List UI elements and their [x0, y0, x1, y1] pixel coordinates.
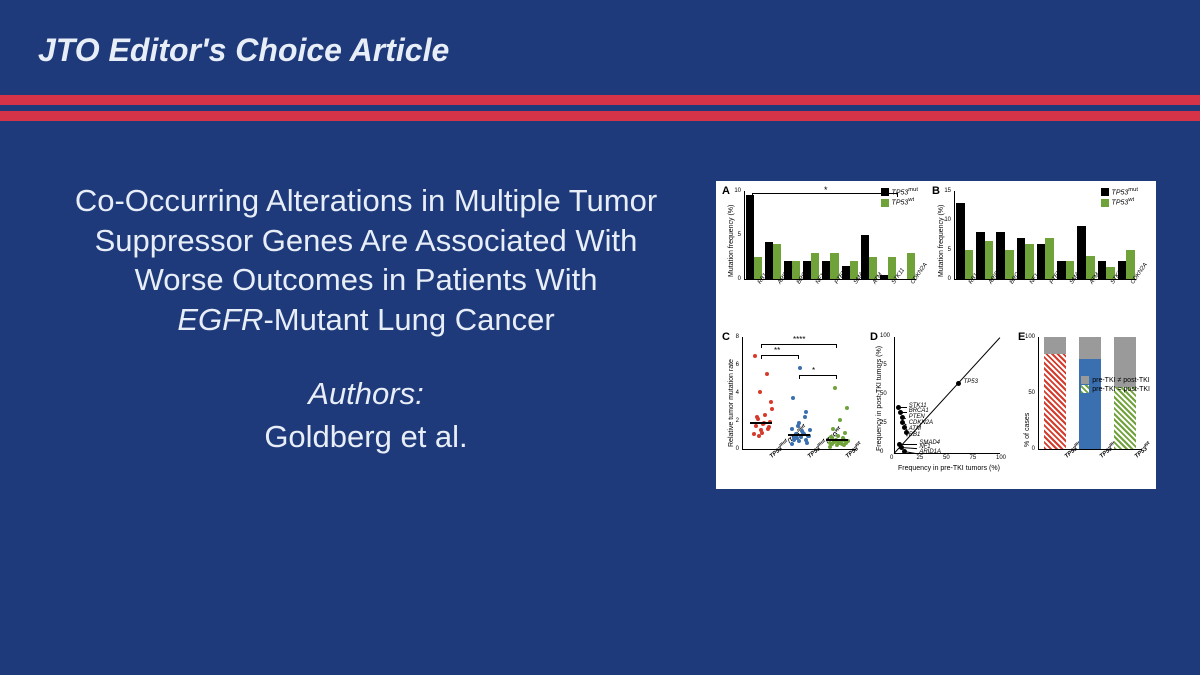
article-text: Co-Occurring Alterations in Multiple Tum…: [44, 181, 688, 489]
page-title: JTO Editor's Choice Article: [38, 32, 1162, 69]
figure-thumbnail: A0510Mutation frequency (%)RB1ARID1ABRCA…: [716, 181, 1156, 489]
title-line-4: EGFR-Mutant Lung Cancer: [44, 300, 688, 340]
authors-names: Goldberg et al.: [44, 417, 688, 457]
title-line-2: Suppressor Genes Are Associated With: [44, 221, 688, 261]
main: Co-Occurring Alterations in Multiple Tum…: [0, 121, 1200, 489]
authors-label: Authors:: [44, 374, 688, 414]
header: JTO Editor's Choice Article: [0, 0, 1200, 87]
title-line-3: Worse Outcomes in Patients With: [44, 260, 688, 300]
divider: [0, 95, 1200, 121]
title-line-1: Co-Occurring Alterations in Multiple Tum…: [44, 181, 688, 221]
